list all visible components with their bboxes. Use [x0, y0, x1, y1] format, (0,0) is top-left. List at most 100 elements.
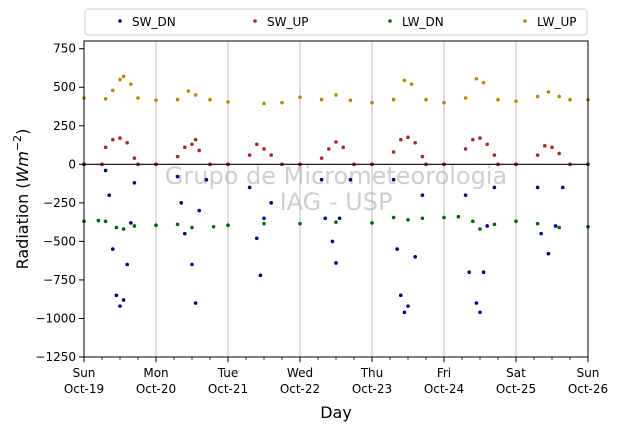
- data-point: [337, 216, 342, 221]
- y-axis-label-prefix: Radiation (: [13, 182, 32, 269]
- data-point: [327, 147, 331, 151]
- data-point: [442, 100, 446, 105]
- data-point: [535, 153, 540, 157]
- data-point: [492, 185, 497, 190]
- data-point: [424, 97, 428, 102]
- data-point: [269, 201, 274, 205]
- data-point: [226, 100, 230, 104]
- x-tick-label-dow: Tue: [217, 366, 239, 380]
- data-point: [420, 193, 425, 197]
- data-point: [262, 147, 266, 151]
- data-point: [463, 147, 468, 151]
- y-tick-label: 250: [53, 119, 76, 133]
- data-point: [118, 77, 122, 82]
- data-point: [471, 137, 475, 142]
- data-point: [103, 219, 108, 224]
- data-point: [348, 177, 353, 182]
- data-point: [323, 216, 328, 221]
- data-point: [474, 76, 479, 81]
- data-point: [121, 298, 126, 302]
- data-point: [420, 154, 425, 159]
- data-point: [125, 140, 129, 145]
- data-point: [111, 137, 115, 142]
- legend-marker: [253, 19, 257, 23]
- data-point: [226, 223, 230, 227]
- y-tick-label: 0: [68, 157, 76, 171]
- y-tick-label: 500: [53, 80, 76, 94]
- y-tick-label: −250: [43, 196, 76, 210]
- data-point: [175, 97, 180, 102]
- data-point: [485, 142, 490, 147]
- x-tick-label-dow: Fri: [437, 366, 451, 380]
- data-point: [262, 221, 266, 226]
- x-tick-label-date: Oct-19: [64, 382, 104, 396]
- x-tick-label-date: Oct-25: [496, 382, 536, 396]
- data-point: [190, 262, 194, 267]
- data-point: [399, 293, 403, 298]
- data-point: [111, 88, 115, 93]
- data-point: [132, 181, 137, 185]
- data-point: [481, 270, 486, 275]
- series-lw-dn: [82, 214, 590, 231]
- data-point: [463, 96, 468, 100]
- data-point: [183, 231, 187, 236]
- data-point: [492, 222, 497, 227]
- vertical-grid: [155, 41, 517, 357]
- y-axis-label-suffix: ): [13, 129, 32, 135]
- legend-marker: [523, 19, 527, 23]
- data-point: [280, 100, 284, 105]
- data-point: [535, 221, 540, 226]
- y-axis-label-unit: Wm: [13, 151, 32, 182]
- data-point: [118, 136, 122, 140]
- x-tick-label-date: Oct-21: [208, 382, 248, 396]
- data-point: [118, 304, 122, 308]
- data-series: [82, 74, 590, 315]
- data-point: [247, 153, 252, 157]
- legend-label: SW_UP: [267, 15, 309, 29]
- data-point: [535, 94, 540, 99]
- data-point: [341, 145, 346, 150]
- data-point: [121, 227, 126, 231]
- data-point: [406, 218, 410, 222]
- data-point: [334, 220, 338, 224]
- data-point: [456, 214, 461, 219]
- data-point: [553, 224, 558, 228]
- data-point: [193, 301, 198, 305]
- x-tick-label-dow: Sun: [577, 366, 600, 380]
- data-point: [330, 239, 335, 244]
- x-tick-label-date: Oct-24: [424, 382, 464, 396]
- legend-marker: [388, 19, 392, 23]
- x-axis-label: Day: [320, 403, 352, 422]
- data-point: [391, 177, 396, 182]
- data-point: [334, 93, 338, 97]
- watermark-line-1: Grupo de Micrometeorologia: [165, 162, 507, 190]
- data-point: [478, 227, 482, 231]
- data-point: [125, 262, 129, 267]
- data-point: [406, 304, 410, 308]
- x-axis: Sun Oct-19 Mon Oct-20 Tue Oct-21 Wed Oct-22 Thu O…: [64, 357, 608, 396]
- x-tick-label-dow: Sat: [506, 366, 526, 380]
- data-point: [370, 221, 374, 225]
- data-point: [478, 310, 482, 315]
- data-point: [190, 225, 194, 230]
- data-point: [550, 145, 554, 150]
- data-point: [319, 97, 324, 102]
- data-point: [298, 95, 302, 100]
- data-point: [211, 224, 216, 229]
- data-point: [485, 224, 490, 228]
- data-point: [568, 97, 572, 102]
- legend-label: LW_DN: [402, 15, 444, 29]
- watermark-line-2: IAG - USP: [280, 188, 393, 216]
- data-point: [546, 251, 551, 256]
- data-point: [254, 236, 259, 241]
- data-point: [420, 216, 425, 221]
- data-point: [391, 215, 396, 220]
- data-point: [402, 78, 407, 83]
- y-axis-label: Radiation (Wm−2): [11, 129, 32, 270]
- y-axis-label-exponent: −2: [11, 135, 24, 151]
- data-point: [175, 222, 180, 227]
- data-point: [481, 80, 486, 85]
- data-point: [136, 96, 140, 100]
- data-point: [539, 231, 543, 236]
- x-tick-label-dow: Wed: [287, 366, 313, 380]
